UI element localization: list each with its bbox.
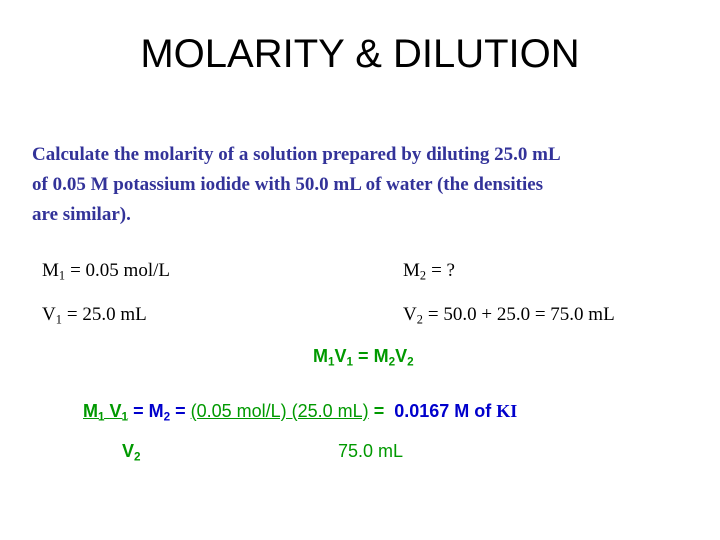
fraction-numerator: M1 V1 [83,401,129,424]
symbol: V [109,401,122,421]
solution-line: M1 V1 = M2 = (0.05 mol/L) (25.0 mL) = 0.0167 M… [83,401,517,424]
subscript: 1 [58,268,66,283]
equals: = [133,401,144,421]
symbol: M [313,346,328,366]
problem-line: Calculate the molarity of a solution pre… [32,144,561,165]
symbol: V [403,304,417,325]
subscript: 1 [55,312,62,327]
title: MOLARITY & DILUTION [140,32,580,76]
equation: M1V1 = M2V2 [313,346,414,369]
symbol: M [403,260,420,281]
subscript: 2 [134,450,141,464]
subscript: 2 [407,355,414,369]
answer: 0.0167 M of [394,401,492,421]
symbol: M [148,401,164,421]
given: V1 = 25.0 mL [42,304,147,328]
given-value: = 50.0 + 25.0 = 75.0 mL [427,304,615,325]
fraction-denominator: V2 [122,441,141,464]
problem-line: of 0.05 M potassium iodide with 50.0 mL … [32,174,544,195]
symbol: M [42,260,59,281]
subscript: 1 [328,355,335,369]
formula: KI [496,401,518,421]
symbol: V [395,346,408,366]
equals: = [373,401,385,421]
symbol: V [42,304,56,325]
subscript: 1 [98,410,105,424]
subscript: 2 [416,312,423,327]
symbol: M [373,346,389,366]
symbol: V [122,441,135,461]
given: V2 = 50.0 + 25.0 = 75.0 mL [403,304,615,328]
symbol: M [83,401,98,421]
given: M2 = ? [403,260,455,284]
subscript: 2 [388,355,396,369]
problem-line: are similar). [32,204,131,225]
given-value: = ? [431,260,455,281]
subscript: 1 [121,410,129,424]
given-value: = 0.05 mol/L [70,260,170,281]
subscript: 2 [163,410,171,424]
numerator: (0.05 mol/L) (25.0 mL) [190,401,369,421]
subscript: 1 [346,355,354,369]
subscript: 2 [419,268,427,283]
equals: = [358,346,369,366]
denominator: 75.0 mL [338,441,404,461]
given: M1 = 0.05 mol/L [42,260,170,284]
symbol: V [334,346,347,366]
equals: = [175,401,186,421]
given-value: = 25.0 mL [66,304,147,325]
